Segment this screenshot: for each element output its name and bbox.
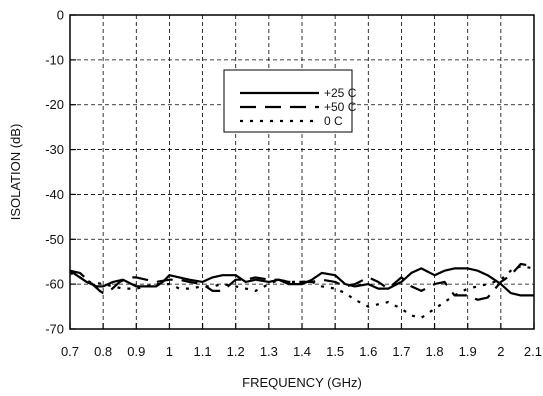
x-axis-ticks: 0.7 0.8 0.9 1 1.1 1.2 1.3 1.4 1.5 1.6 1.7 1.8 1.9 2 2.… [61,323,542,359]
x-tick-label: 1.1 [194,344,212,359]
y-axis-ticks: 0 -10 -20 -30 -40 -50 -60 -70 [45,8,76,337]
y-tick-label: -70 [45,322,64,337]
x-tick-label: 1.4 [293,344,311,359]
legend: +25 C +50 C 0 C [223,69,357,133]
y-tick-label: -60 [45,277,64,292]
x-tick-label: 1.5 [326,344,344,359]
y-tick-label: -10 [45,52,64,67]
legend-label-0c: 0 C [324,114,343,128]
x-tick-label: 1.3 [260,344,278,359]
x-tick-label: 1.2 [227,344,245,359]
y-axis-title: ISOLATION (dB) [8,124,23,221]
y-tick-label: 0 [57,8,64,23]
grid [70,15,534,329]
y-tick-label: -30 [45,142,64,157]
x-tick-label: 0.8 [94,344,112,359]
x-tick-label: 1.7 [392,344,410,359]
legend-label-plus25c: +25 C [324,86,357,100]
x-tick-label: 0.9 [127,344,145,359]
series-line-2 [69,265,535,319]
x-tick-label: 2.1 [524,344,542,359]
y-tick-label: -50 [45,232,64,247]
series-lines [69,262,535,319]
legend-box [223,69,353,133]
x-axis-title: FREQUENCY (GHz) [242,375,362,390]
x-tick-label: 1.8 [426,344,444,359]
y-tick-label: -40 [45,187,64,202]
series-line-1 [69,262,535,301]
y-tick-label: -20 [45,97,64,112]
series-line-0 [69,267,534,297]
x-tick-label: 1 [166,344,173,359]
x-tick-label: 2 [497,344,504,359]
legend-label-plus50c: +50 C [324,100,357,114]
x-tick-label: 0.7 [61,344,79,359]
x-tick-label: 1.9 [459,344,477,359]
x-tick-label: 1.6 [359,344,377,359]
